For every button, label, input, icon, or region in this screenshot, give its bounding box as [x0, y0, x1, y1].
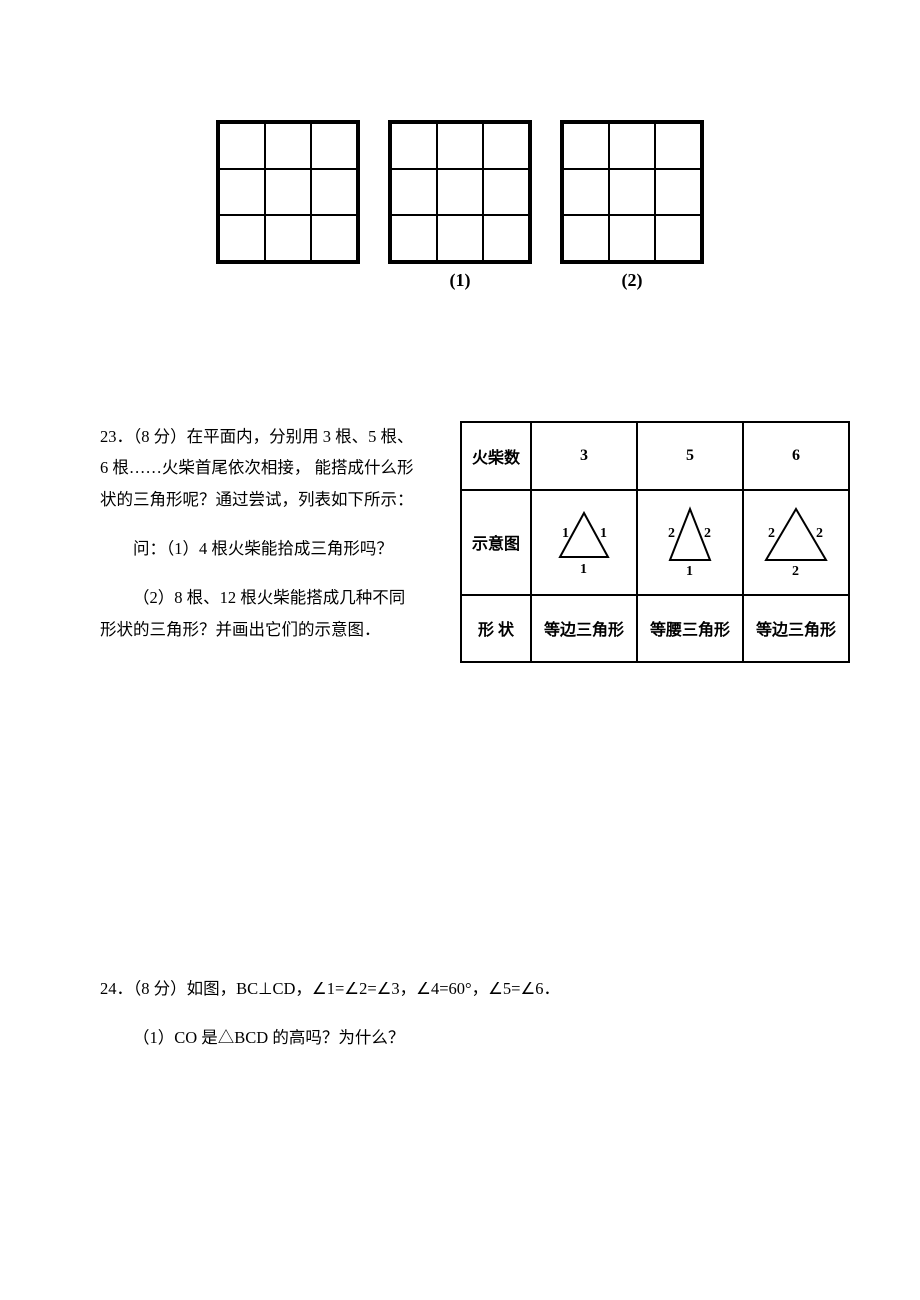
svg-text:2: 2 [668, 526, 675, 541]
q23-sub1: 问：（1）4 根火柴能拾成三角形吗？ [100, 533, 440, 564]
table-row2-label: 示意图 [461, 490, 531, 595]
triangle-svg-3: 2 2 2 [746, 495, 846, 585]
q23-line3: 状的三角形呢？通过尝试，列表如下所示： [100, 490, 414, 509]
table-shape-2: 等腰三角形 [637, 595, 743, 663]
grid-3x3-2 [560, 120, 704, 264]
grid-caption-1: (1) [450, 270, 471, 291]
q23-sub2a: （2）8 根、12 根火柴能搭成几种不同 [100, 582, 405, 613]
q23-line1: 23．（8 分）在平面内，分别用 3 根、5 根、 [100, 427, 414, 446]
grid-3x3-1 [388, 120, 532, 264]
table-col-6: 6 [743, 422, 849, 490]
svg-text:1: 1 [580, 562, 587, 577]
table-col-3: 3 [531, 422, 637, 490]
table-header-label: 火柴数 [461, 422, 531, 490]
q24-block: 24．（8 分）如图，BC⊥CD，∠1=∠2=∠3，∠4=60°，∠5=∠6． … [100, 973, 850, 1054]
q24-line1: 24．（8 分）如图，BC⊥CD，∠1=∠2=∠3，∠4=60°，∠5=∠6． [100, 973, 850, 1004]
q24-sub1: （1）CO 是△BCD 的高吗？为什么？ [100, 1022, 850, 1053]
svg-text:2: 2 [816, 526, 823, 541]
grids-row: (1) (2) [0, 120, 920, 291]
grid-caption-2: (2) [622, 270, 643, 291]
grid-3x3-0 [216, 120, 360, 264]
svg-text:2: 2 [768, 526, 775, 541]
q23-text: 23．（8 分）在平面内，分别用 3 根、5 根、 6 根……火柴首尾依次相接，… [100, 421, 440, 663]
svg-text:1: 1 [600, 526, 607, 541]
triangle-diagram-2: 2 2 1 [637, 490, 743, 595]
triangle-svg-2: 2 2 1 [640, 495, 740, 585]
grid-wrap-0 [216, 120, 360, 291]
triangle-diagram-1: 1 1 1 [531, 490, 637, 595]
matchstick-table: 火柴数 3 5 6 示意图 1 1 1 [460, 421, 850, 663]
q23-line2: 6 根……火柴首尾依次相接， 能搭成什么形 [100, 458, 414, 477]
triangle-svg-1: 1 1 1 [534, 495, 634, 585]
svg-text:1: 1 [562, 526, 569, 541]
table-shape-3: 等边三角形 [743, 595, 849, 663]
table-row-header: 火柴数 3 5 6 [461, 422, 849, 490]
svg-text:1: 1 [686, 564, 693, 579]
page: (1) (2) 23．（8 分）在平面内，分别用 3 根、5 根、 6 根……火… [0, 120, 920, 1054]
triangle-diagram-3: 2 2 2 [743, 490, 849, 595]
table-row-diagrams: 示意图 1 1 1 2 2 1 [461, 490, 849, 595]
table-row-shapes: 形 状 等边三角形 等腰三角形 等边三角形 [461, 595, 849, 663]
table-row3-label: 形 状 [461, 595, 531, 663]
grid-wrap-2: (2) [560, 120, 704, 291]
svg-text:2: 2 [792, 564, 799, 579]
grid-wrap-1: (1) [388, 120, 532, 291]
q23-sub2b: 形状的三角形？并画出它们的示意图． [100, 620, 381, 639]
svg-text:2: 2 [704, 526, 711, 541]
table-col-5: 5 [637, 422, 743, 490]
table-shape-1: 等边三角形 [531, 595, 637, 663]
q23-block: 23．（8 分）在平面内，分别用 3 根、5 根、 6 根……火柴首尾依次相接，… [100, 421, 850, 663]
